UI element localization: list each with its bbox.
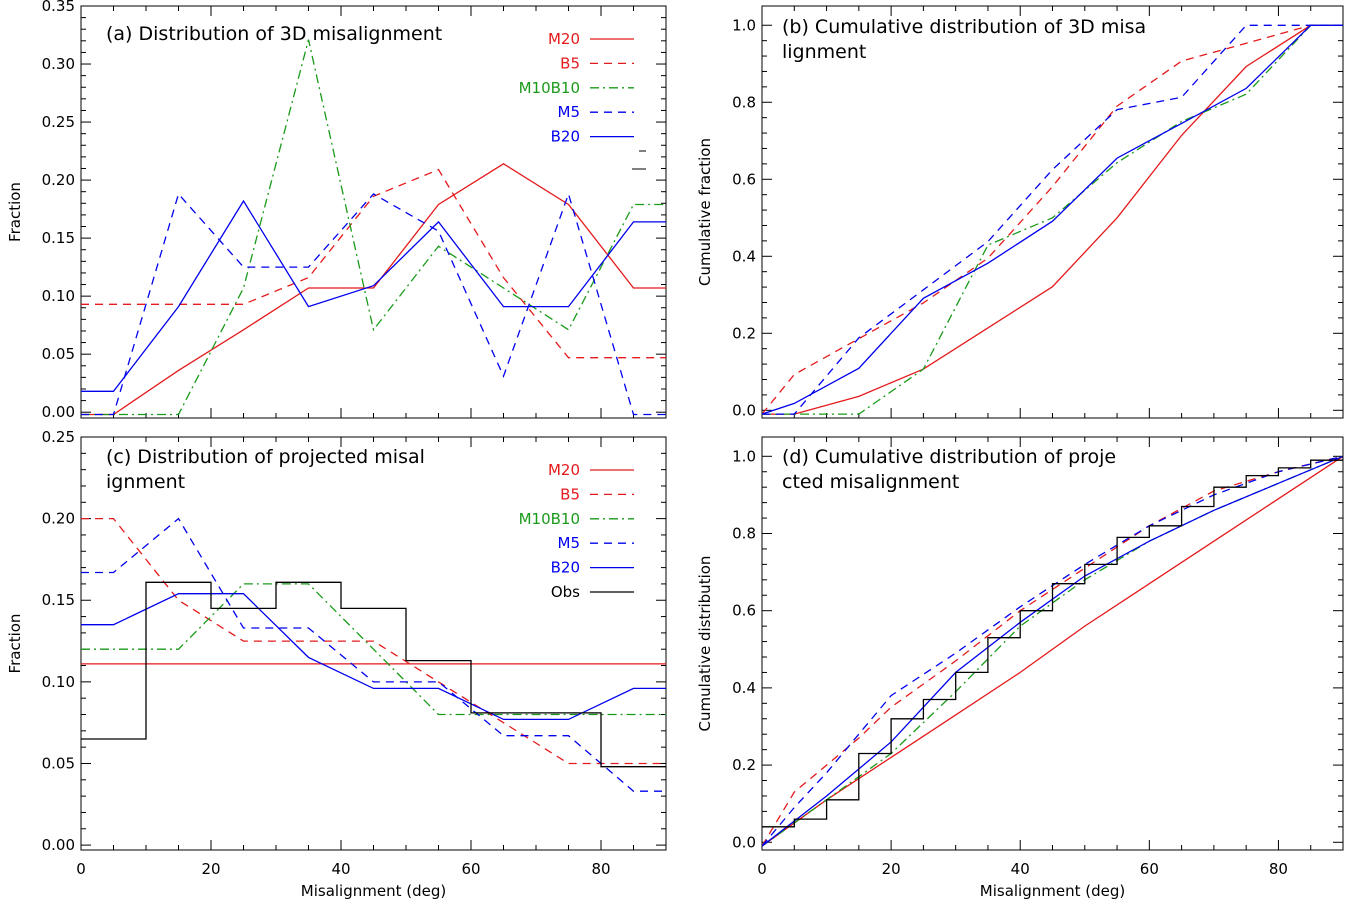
y-tick-label: 0.20 <box>42 510 75 528</box>
y-tick-label: 0.25 <box>42 428 75 446</box>
x-tick-label: 80 <box>591 860 610 878</box>
series-line-b5 <box>81 517 666 765</box>
series-line-m10b10 <box>81 39 666 416</box>
y-tick-label: 0.2 <box>732 756 756 774</box>
series-line-m5 <box>81 191 666 416</box>
series-line-m10b10 <box>762 24 1343 415</box>
series-line-m10b10 <box>762 455 1343 847</box>
panel-d: 0 20 40 60 80 0.0 0.2 0.4 0.6 0.8 1.0 Cumulative di… <box>696 436 1344 900</box>
x-axis-title: Misalignment (deg) <box>301 882 446 900</box>
x-tick-label: 20 <box>882 860 901 878</box>
panel-a: 0.00 0.05 0.10 0.15 0.20 0.25 0.30 0.35 Fraction… <box>6 0 667 421</box>
series-line-b20 <box>81 199 666 392</box>
legend-label: M5 <box>558 103 581 121</box>
y-axis-title: Cumulative distribution <box>696 556 714 732</box>
series-line-m20 <box>762 455 1343 847</box>
plot-frame <box>761 436 1344 851</box>
y-tick-label: 0.8 <box>732 93 756 111</box>
y-tick-label: 0.00 <box>42 836 75 854</box>
plot-frame <box>761 5 1344 419</box>
legend-label: M20 <box>548 30 580 48</box>
y-tick-label: 0.25 <box>42 113 75 131</box>
y-tick-label: 0.10 <box>42 673 75 691</box>
y-tick-label: 0.20 <box>42 171 75 189</box>
x-tick-label: 0 <box>757 860 767 878</box>
x-tick-label: 20 <box>201 860 220 878</box>
y-tick-label: 0.4 <box>732 679 756 697</box>
series-line-m20 <box>762 24 1343 415</box>
series-line-m5 <box>762 24 1343 415</box>
x-tick-label: 60 <box>461 860 480 878</box>
legend-label: M10B10 <box>519 79 580 97</box>
series-line-obs <box>81 581 666 768</box>
series-line-b5 <box>762 455 1343 847</box>
series-line-m10b10 <box>81 583 666 716</box>
y-tick-label: 0.6 <box>732 170 756 188</box>
legend-label: M5 <box>558 534 581 552</box>
y-axis-title: Fraction <box>6 614 24 674</box>
y-tick-label: 0.4 <box>732 247 756 265</box>
y-tick-label: 0.15 <box>42 591 75 609</box>
series-line-obs <box>762 456 1343 828</box>
x-tick-label: 40 <box>331 860 350 878</box>
y-tick-label: 0.8 <box>732 524 756 542</box>
series-line-m5 <box>81 517 666 792</box>
y-axis-title: Fraction <box>6 182 24 242</box>
panel-title: (a) Distribution of 3D misalignment <box>106 23 442 45</box>
panel-title: (b) Cumulative distribution of 3D misa <box>782 16 1146 38</box>
x-axis-title: Misalignment (deg) <box>980 882 1125 900</box>
y-tick-label: 0.30 <box>42 55 75 73</box>
legend: M20 B5 M10B10 M5 B20 <box>519 30 634 146</box>
x-tick-label: 80 <box>1269 860 1288 878</box>
panel-title: (d) Cumulative distribution of proje <box>782 446 1116 468</box>
legend-label: B20 <box>551 128 580 146</box>
panel-title: cted misalignment <box>782 471 959 493</box>
legend-label: B20 <box>551 559 580 577</box>
y-tick-label: 0.05 <box>42 754 75 772</box>
panel-c: 0 20 40 60 80 0.00 0.05 0.10 0.15 0.20 0.25 Fractio… <box>6 428 667 900</box>
x-tick-label: 0 <box>76 860 86 878</box>
panel-b: 0.0 0.2 0.4 0.6 0.8 1.0 Cumulative fraction (b)… <box>696 5 1344 419</box>
series-line-b20 <box>81 593 666 721</box>
series-line-b20 <box>762 455 1343 847</box>
y-tick-label: 0.10 <box>42 287 75 305</box>
series-line-b5 <box>81 168 666 359</box>
y-tick-label: 0.35 <box>42 0 75 15</box>
series-line-m5 <box>762 455 1343 847</box>
panel-title: ignment <box>106 471 185 493</box>
x-tick-label: 40 <box>1011 860 1030 878</box>
y-tick-label: 0.0 <box>732 401 756 419</box>
panel-title: lignment <box>782 41 866 63</box>
y-tick-label: 0.2 <box>732 324 756 342</box>
series-line-b5 <box>762 24 1343 415</box>
legend-label: B5 <box>560 54 580 72</box>
legend-label: M10B10 <box>519 510 580 528</box>
legend: M20 B5 M10B10 M5 B20 Obs <box>519 461 634 601</box>
y-tick-label: 0.00 <box>42 403 75 421</box>
series-line-m20 <box>81 163 666 416</box>
x-tick-label: 60 <box>1140 860 1159 878</box>
y-tick-label: 1.0 <box>732 16 756 34</box>
series-line-b20 <box>762 24 1343 415</box>
y-tick-label: 0.05 <box>42 345 75 363</box>
y-tick-label: 0.6 <box>732 602 756 620</box>
legend-label: Obs <box>551 583 580 601</box>
legend-label: M20 <box>548 461 580 479</box>
y-axis-title: Cumulative fraction <box>696 138 714 286</box>
y-tick-label: 0.15 <box>42 229 75 247</box>
y-tick-label: 0.0 <box>732 833 756 851</box>
panel-title: (c) Distribution of projected misal <box>106 446 425 468</box>
y-tick-label: 1.0 <box>732 447 756 465</box>
legend-label: B5 <box>560 485 580 503</box>
